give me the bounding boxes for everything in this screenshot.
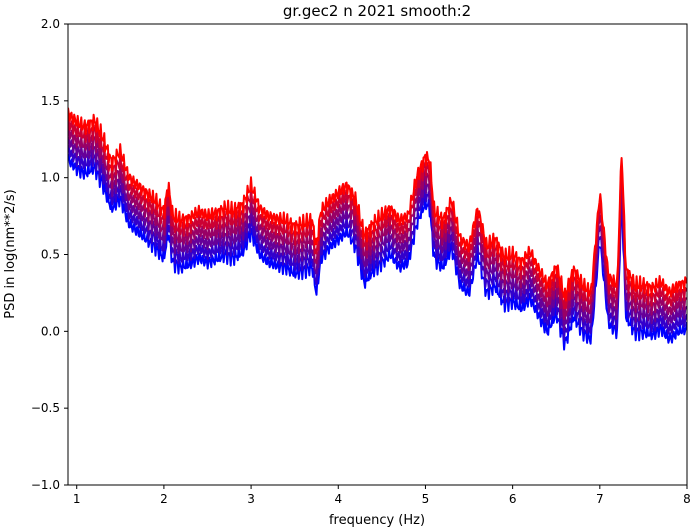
y-axis-label: PSD in log(nm**2/s) [3, 189, 18, 319]
y-tick-label: 1.0 [41, 171, 60, 185]
y-axis: −1.0 −0.5 0.0 0.5 1.0 1.5 2.0 [31, 17, 68, 492]
series-line [68, 136, 687, 331]
x-axis: 1 2 3 4 5 6 7 8 [73, 485, 691, 506]
x-tick-label: 5 [422, 492, 430, 506]
series-line [68, 144, 687, 341]
series-line [68, 153, 687, 351]
series-line [68, 117, 687, 310]
x-tick-label: 3 [247, 492, 255, 506]
y-tick-label: 0.5 [41, 248, 60, 262]
x-axis-label: frequency (Hz) [329, 513, 425, 528]
y-tick-label: 0.0 [41, 324, 60, 338]
series-line [68, 107, 687, 302]
y-tick-label: 1.5 [41, 94, 60, 108]
x-tick-label: 6 [509, 492, 517, 506]
y-tick-label: −1.0 [31, 478, 60, 492]
x-tick-label: 1 [73, 492, 81, 506]
chart-title: gr.gec2 n 2021 smooth:2 [283, 2, 471, 20]
x-tick-label: 8 [683, 492, 691, 506]
series-layer [68, 107, 687, 351]
x-tick-label: 7 [596, 492, 604, 506]
x-tick-label: 2 [160, 492, 168, 506]
series-line [68, 127, 687, 320]
y-tick-label: 2.0 [41, 17, 60, 31]
y-tick-label: −0.5 [31, 401, 60, 415]
x-tick-label: 4 [334, 492, 342, 506]
